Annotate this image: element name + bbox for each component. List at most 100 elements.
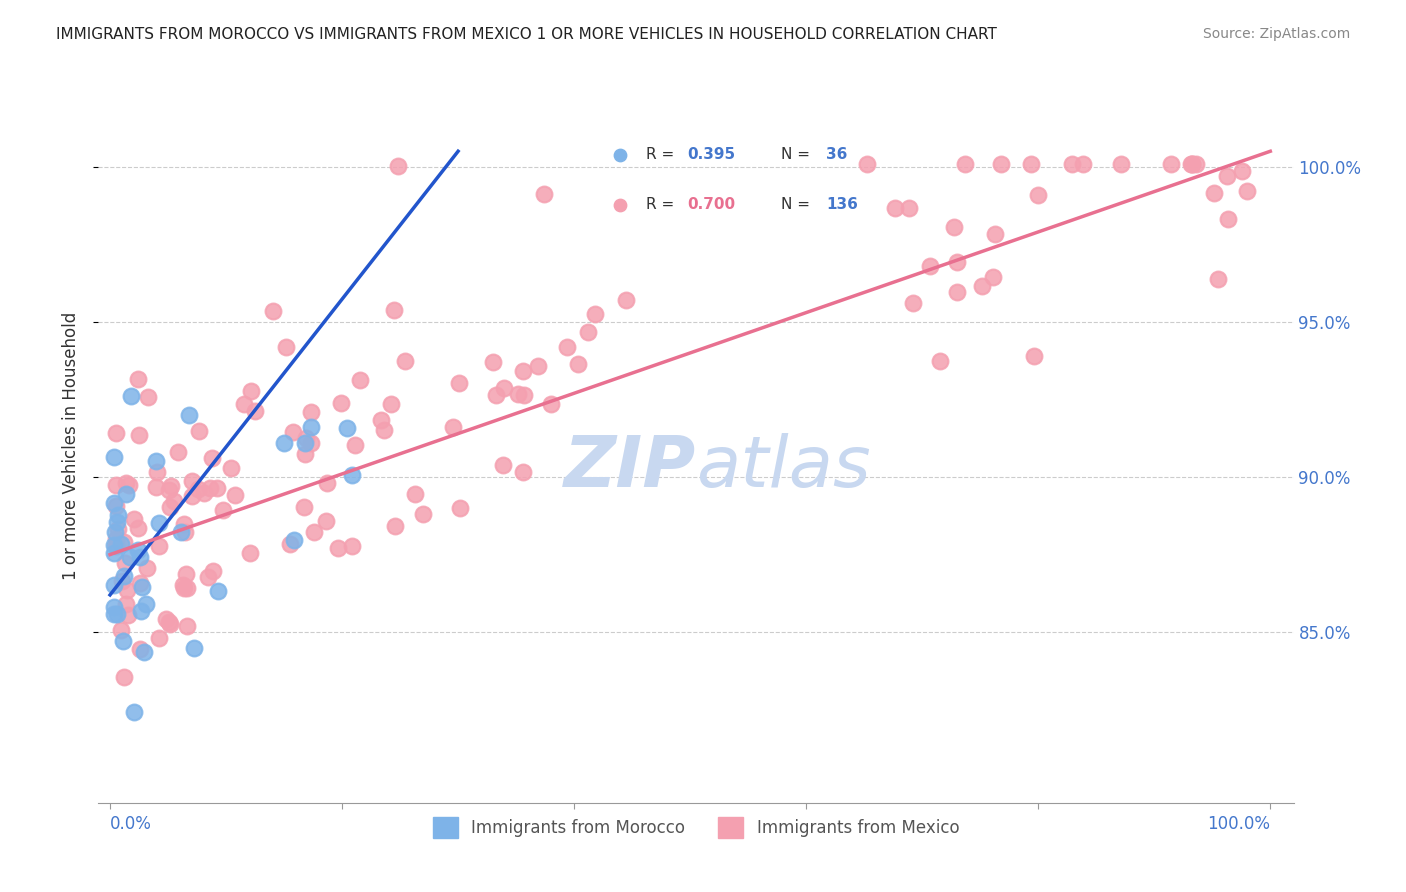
Point — [943, 220, 966, 235]
Point — [299, 436, 322, 450]
Text: IMMIGRANTS FROM MOROCCO VS IMMIGRANTS FROM MEXICO 1 OR MORE VEHICLES IN HOUSEHOL: IMMIGRANTS FROM MOROCCO VS IMMIGRANTS FR… — [56, 27, 997, 42]
Point — [567, 357, 589, 371]
Point — [302, 525, 325, 540]
Point — [193, 486, 215, 500]
Point — [583, 307, 606, 321]
Point — [180, 475, 202, 489]
Point — [157, 483, 180, 498]
Point — [295, 431, 318, 445]
Point — [512, 466, 534, 480]
Point — [1181, 156, 1204, 170]
Point — [316, 475, 339, 490]
Point — [128, 642, 150, 657]
Point — [1236, 185, 1258, 199]
Point — [449, 500, 471, 515]
Point — [112, 670, 135, 684]
Point — [901, 295, 924, 310]
Point — [177, 409, 200, 423]
Point — [172, 577, 194, 591]
Point — [104, 425, 127, 440]
Point — [918, 260, 941, 274]
Point — [167, 445, 190, 459]
Point — [382, 302, 405, 317]
Point — [112, 535, 135, 549]
Point — [1202, 186, 1225, 201]
Point — [120, 389, 142, 403]
Point — [219, 460, 242, 475]
Point — [148, 631, 170, 645]
Point — [945, 285, 967, 299]
Point — [508, 386, 530, 401]
Point — [136, 561, 159, 575]
Text: ZIP: ZIP — [564, 433, 696, 502]
Point — [103, 578, 125, 592]
Point — [207, 584, 229, 599]
Point — [110, 537, 132, 551]
Point — [1180, 156, 1202, 170]
Point — [1216, 211, 1239, 226]
Point — [1181, 156, 1204, 170]
Point — [281, 425, 304, 440]
Point — [114, 556, 136, 570]
Point — [278, 537, 301, 551]
Point — [173, 516, 195, 531]
Point — [373, 423, 395, 437]
Point — [117, 607, 139, 622]
Point — [946, 255, 969, 269]
Point — [145, 480, 167, 494]
Point — [1215, 169, 1237, 183]
Point — [163, 494, 186, 508]
Point — [349, 373, 371, 387]
Point — [441, 419, 464, 434]
Point — [340, 539, 363, 553]
Point — [897, 202, 920, 216]
Point — [326, 541, 349, 555]
Point — [122, 705, 145, 719]
Point — [103, 538, 125, 552]
Point — [540, 397, 562, 411]
Point — [984, 227, 1007, 241]
Point — [292, 500, 315, 514]
Point — [342, 467, 364, 482]
Point — [1111, 156, 1133, 170]
Point — [384, 519, 406, 533]
Point — [527, 359, 550, 374]
Point — [103, 607, 125, 622]
Point — [555, 339, 578, 353]
Point — [294, 447, 316, 461]
Point — [112, 569, 135, 583]
Point — [294, 436, 316, 450]
Point — [1185, 156, 1208, 170]
Point — [127, 543, 149, 558]
Point — [1230, 164, 1253, 178]
Point — [394, 354, 416, 368]
Point — [107, 508, 129, 523]
Point — [104, 532, 127, 546]
Point — [336, 421, 359, 435]
Point — [115, 597, 138, 611]
Point — [148, 516, 170, 530]
Point — [262, 303, 284, 318]
Y-axis label: 1 or more Vehicles in Household: 1 or more Vehicles in Household — [62, 312, 80, 580]
Point — [173, 524, 195, 539]
Point — [118, 477, 141, 491]
Point — [315, 514, 337, 528]
Point — [127, 521, 149, 535]
Point — [180, 489, 202, 503]
Point — [104, 499, 127, 513]
Point — [128, 427, 150, 442]
Point — [103, 450, 125, 464]
Point — [533, 187, 555, 202]
Point — [110, 623, 132, 637]
Point — [1206, 271, 1229, 285]
Point — [115, 475, 138, 490]
Point — [983, 270, 1005, 285]
Text: atlas: atlas — [696, 433, 870, 502]
Point — [205, 481, 228, 495]
Point — [170, 525, 193, 540]
Point — [884, 201, 907, 215]
Point — [212, 503, 235, 517]
Point — [187, 424, 209, 438]
Point — [187, 482, 209, 496]
Point — [202, 564, 225, 578]
